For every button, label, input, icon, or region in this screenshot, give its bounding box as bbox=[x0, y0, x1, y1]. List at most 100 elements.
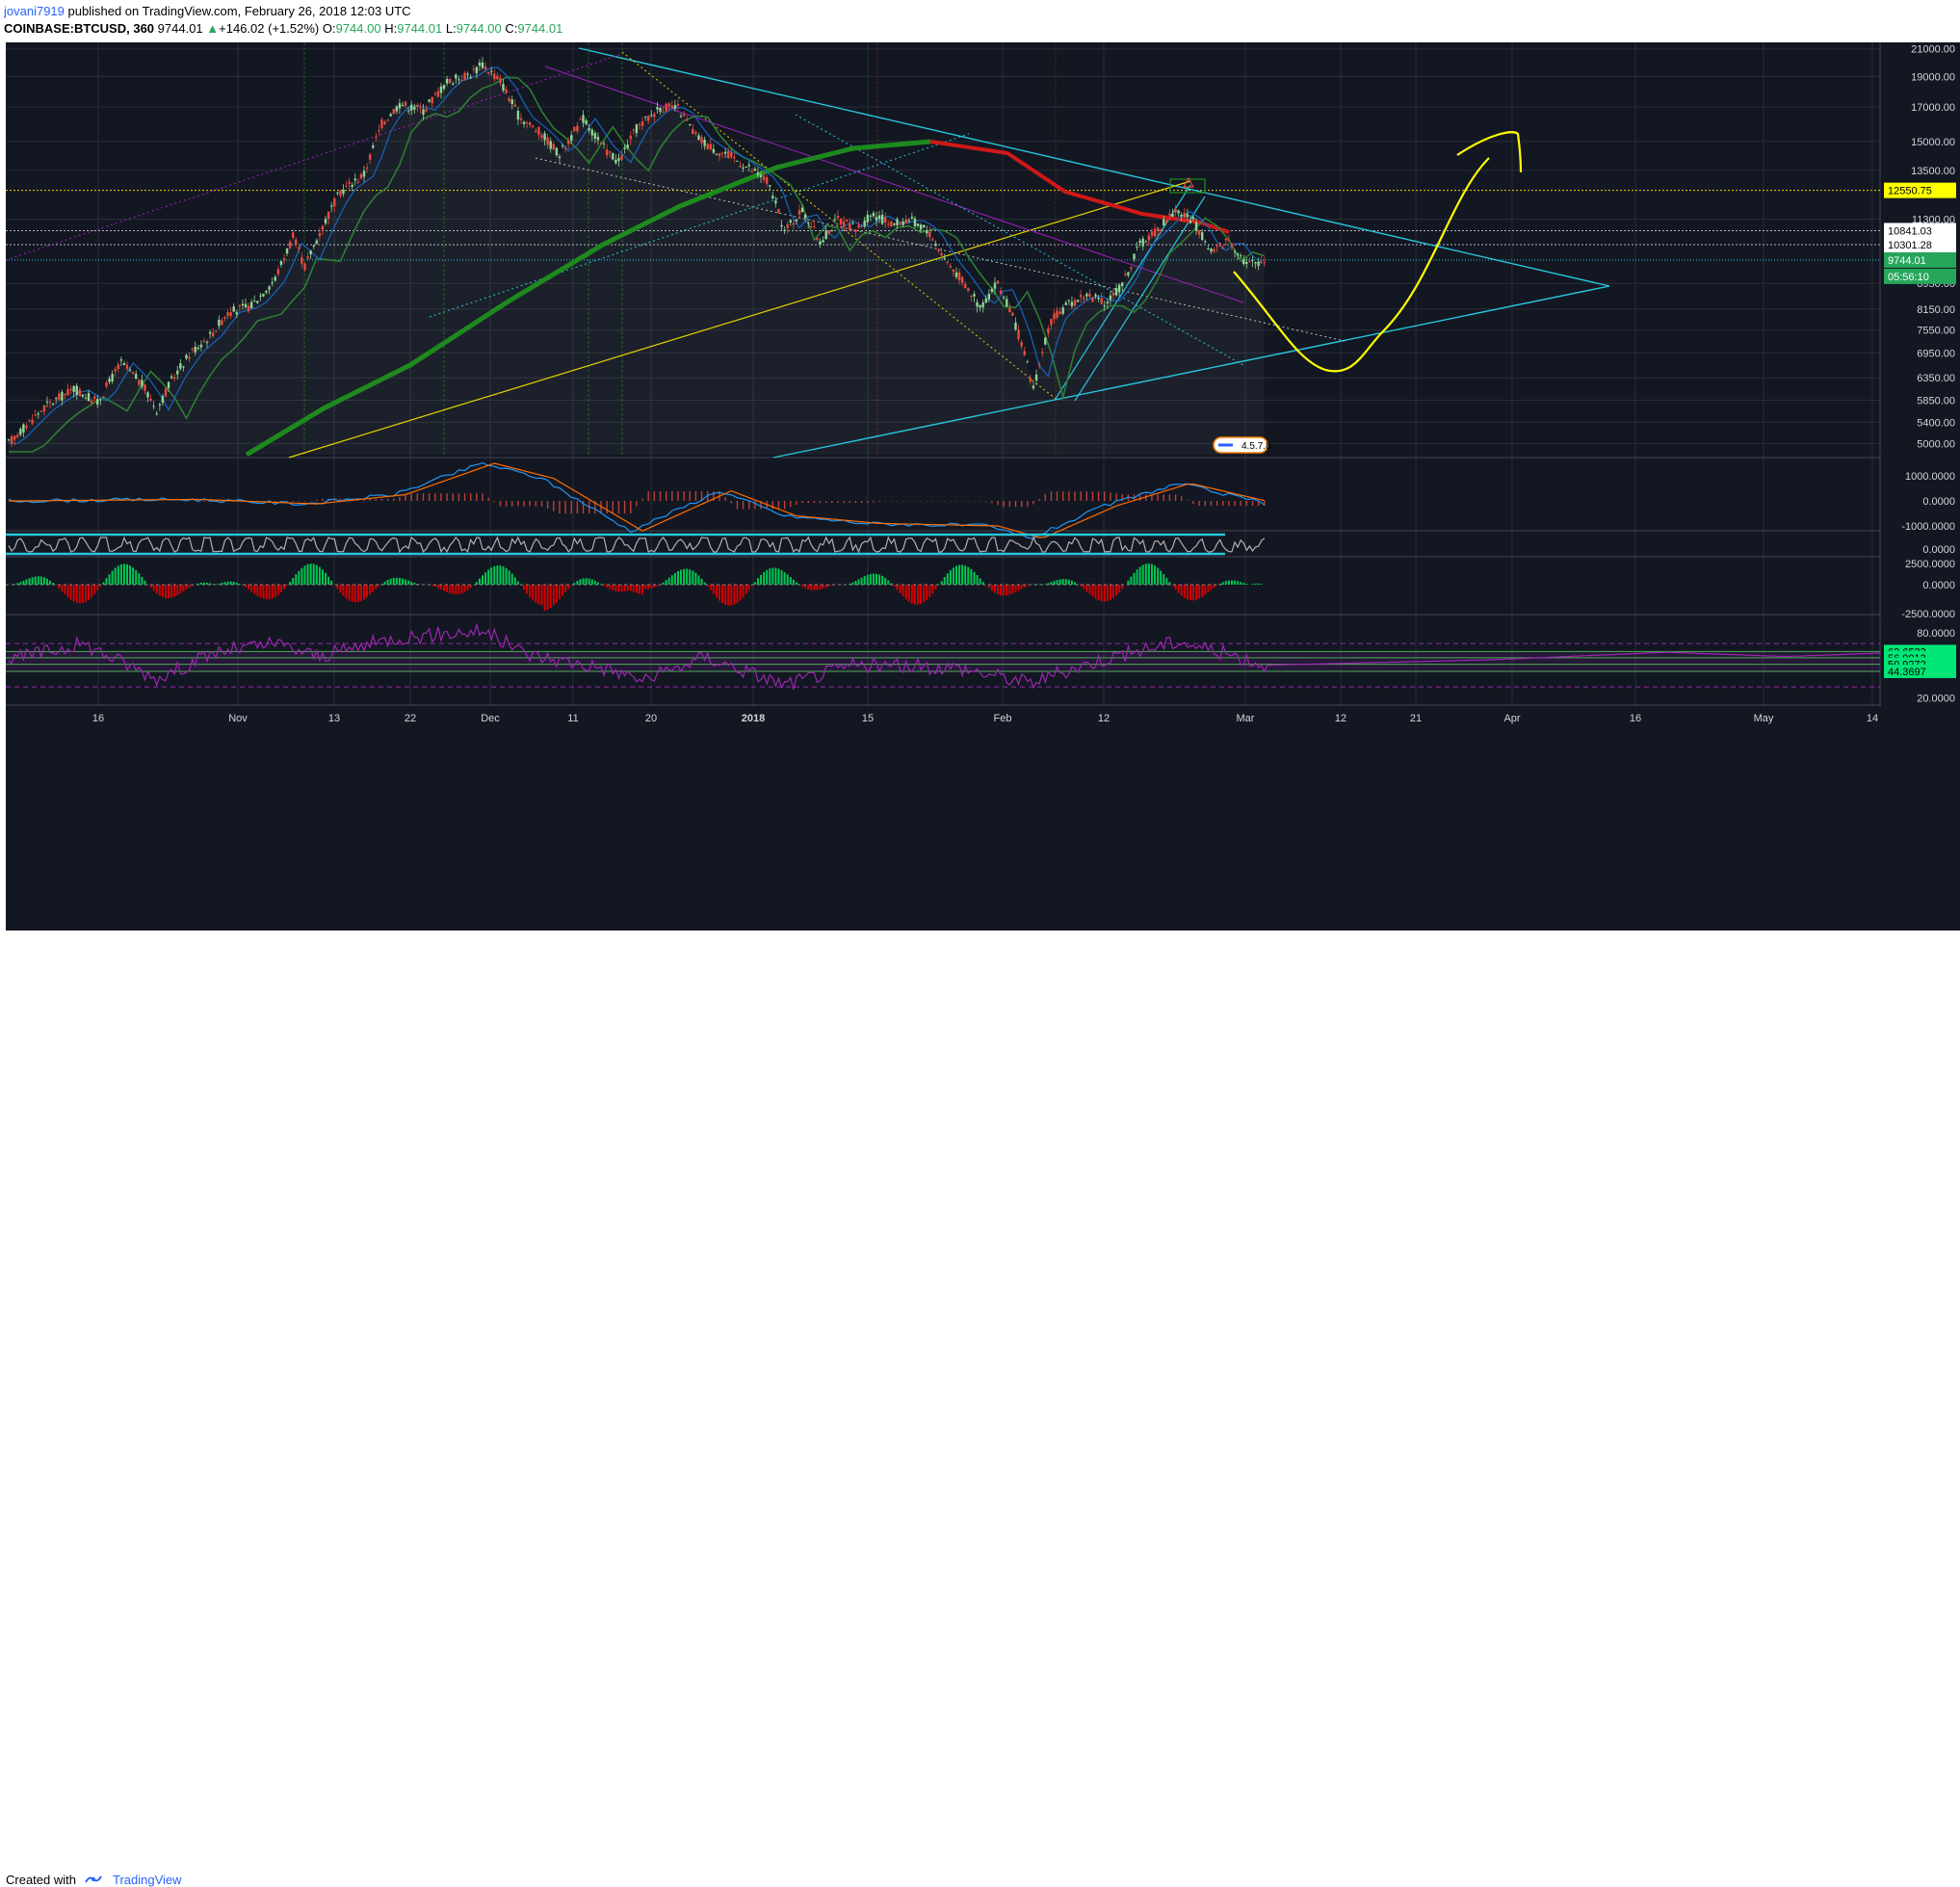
time-tick-label: Mar bbox=[1237, 713, 1255, 724]
candle-body bbox=[667, 103, 670, 107]
candle-body bbox=[37, 413, 39, 415]
candle-body bbox=[1006, 299, 1008, 307]
candle-body bbox=[851, 223, 854, 224]
candle-body bbox=[626, 144, 629, 148]
candle-body bbox=[262, 294, 265, 297]
username-link[interactable]: jovani7919 bbox=[4, 4, 65, 18]
chart-canvas[interactable]: 4.5.7.8 21000.00 19000.00 17000.00 15000.00… bbox=[6, 42, 1960, 930]
candle-body bbox=[292, 232, 295, 238]
candle-body bbox=[1100, 298, 1103, 304]
tradingview-brand-link[interactable]: TradingView bbox=[113, 1873, 182, 1887]
candle-body bbox=[1127, 272, 1130, 275]
candle-body bbox=[439, 86, 443, 93]
candle-body bbox=[954, 272, 958, 277]
macd-line bbox=[8, 461, 1266, 539]
candle-body bbox=[481, 62, 484, 68]
candle-body bbox=[620, 155, 623, 160]
candle-body bbox=[185, 354, 188, 359]
candle-body bbox=[155, 413, 158, 415]
candle-body bbox=[1230, 244, 1234, 247]
candle-body bbox=[629, 135, 632, 140]
candle-body bbox=[957, 272, 961, 281]
candle-body bbox=[670, 105, 673, 109]
price-tick-label: 5000.00 bbox=[1917, 438, 1955, 450]
time-tick-label: 13 bbox=[328, 713, 340, 724]
candle-body bbox=[161, 396, 165, 404]
candle-body bbox=[863, 220, 866, 227]
last-price: 9744.01 bbox=[157, 21, 203, 36]
candle-body bbox=[436, 91, 440, 97]
price-tick-label: 5400.00 bbox=[1917, 417, 1955, 429]
candle-body bbox=[295, 239, 298, 245]
candle-body bbox=[558, 156, 562, 158]
candle-body bbox=[525, 121, 529, 123]
candle-body bbox=[561, 144, 564, 146]
time-tick-label: 12 bbox=[1335, 713, 1346, 724]
price-axis[interactable]: 21000.00 19000.00 17000.00 15000.00 13500.00… bbox=[1881, 42, 1960, 717]
tradingview-logo-icon[interactable] bbox=[85, 1874, 102, 1885]
macd-tick-label: 0.0000 bbox=[1922, 496, 1955, 508]
candle-body bbox=[144, 384, 146, 391]
chart-area[interactable]: 4.5.7.8 21000.00 19000.00 17000.00 15000.00… bbox=[6, 42, 1960, 930]
candle-body bbox=[188, 356, 191, 359]
time-tick-label: Nov bbox=[228, 713, 248, 724]
macd-tick-label: 1000.0000 bbox=[1905, 471, 1955, 483]
candle-body bbox=[372, 144, 375, 148]
candle-body bbox=[249, 301, 253, 308]
candle-body bbox=[549, 141, 552, 149]
candle-body bbox=[756, 171, 760, 175]
ema-short bbox=[9, 66, 1263, 444]
time-axis[interactable]: 16 Nov 13 22 Dec 11 20 2018 15 Feb 12 Mar 12 21 Apr 16 M… bbox=[6, 707, 1960, 738]
stoch-tick-label: 0.0000 bbox=[1922, 544, 1955, 556]
candle-body bbox=[1097, 298, 1100, 300]
candle-body bbox=[1227, 240, 1231, 242]
candle-body bbox=[1210, 249, 1213, 252]
candle-body bbox=[69, 388, 72, 390]
candle-body bbox=[1224, 238, 1228, 241]
price-tick-label: 13500.00 bbox=[1911, 166, 1955, 177]
candle-body bbox=[960, 276, 964, 283]
candle-body bbox=[849, 223, 851, 231]
candle-body bbox=[1076, 300, 1080, 302]
candle-body bbox=[529, 122, 532, 125]
candle-body bbox=[483, 66, 487, 69]
candle-body bbox=[1248, 260, 1251, 262]
candle-body bbox=[1085, 294, 1088, 297]
candle-body bbox=[682, 114, 686, 117]
candle-body bbox=[689, 124, 692, 126]
candle-body bbox=[301, 256, 303, 264]
candle-body bbox=[860, 225, 863, 227]
candle-body bbox=[362, 170, 366, 177]
candle-body bbox=[48, 402, 52, 404]
candle-body bbox=[359, 173, 363, 179]
candle-body bbox=[138, 380, 141, 385]
candle-body bbox=[1150, 231, 1154, 236]
cyan-dotted-2 bbox=[795, 114, 1244, 366]
candle-body bbox=[229, 312, 232, 317]
candle-body bbox=[987, 293, 991, 300]
candle-body bbox=[822, 240, 824, 243]
candle-body bbox=[910, 216, 914, 219]
candle-body bbox=[685, 119, 689, 121]
candle-body bbox=[13, 435, 16, 440]
moving-averages bbox=[9, 66, 1266, 458]
candle-body bbox=[872, 213, 875, 217]
candle-body bbox=[87, 393, 91, 402]
candle-body bbox=[333, 197, 336, 207]
price-tick-label: 17000.00 bbox=[1911, 102, 1955, 114]
candle-body bbox=[164, 388, 168, 397]
candle-body bbox=[931, 239, 934, 241]
candle-body bbox=[1130, 267, 1133, 270]
osc-tick-label: 2500.0000 bbox=[1905, 559, 1955, 570]
candle-body bbox=[493, 73, 496, 80]
candle-body bbox=[84, 398, 88, 400]
candle-body bbox=[66, 388, 69, 396]
candle-body bbox=[1106, 301, 1110, 304]
candle-body bbox=[1103, 304, 1106, 306]
candle-body bbox=[780, 224, 783, 227]
candle-body bbox=[42, 406, 46, 412]
time-axis-bg bbox=[6, 707, 1960, 738]
candle-body bbox=[16, 434, 19, 437]
candle-body bbox=[339, 191, 342, 197]
candle-body bbox=[244, 303, 248, 307]
